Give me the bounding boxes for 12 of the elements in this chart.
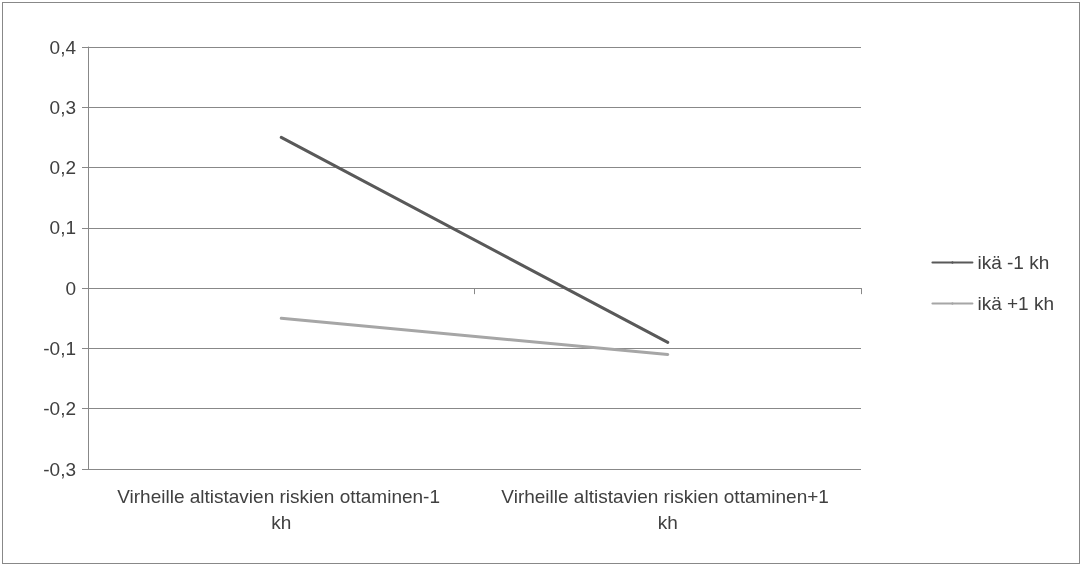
y-tick-label: -0,1	[43, 337, 76, 359]
y-tick-label: 0,4	[49, 36, 77, 58]
y-tick-label: 0,1	[49, 217, 76, 239]
y-tick-label: 0	[65, 277, 76, 299]
x-tick-label: Virheille altistavien riskien ottaminen-1 kh	[117, 485, 446, 533]
x-tick-label: Virheille altistavien riskien ottaminen+1 kh	[501, 485, 835, 533]
y-tick-label: 0,3	[49, 96, 76, 118]
legend-label: ikä +1 kh	[977, 293, 1054, 314]
legend-label: ikä -1 kh	[977, 252, 1050, 273]
y-tick-label: -0,3	[43, 458, 76, 480]
y-tick-label: 0,2	[49, 157, 76, 179]
y-tick-label: -0,2	[43, 398, 76, 420]
